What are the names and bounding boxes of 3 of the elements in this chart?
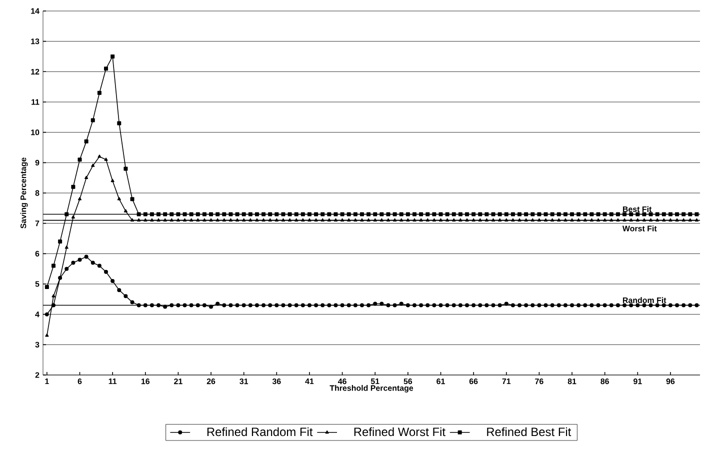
- legend-label: Refined Random Fit: [207, 427, 313, 436]
- legend-label: Refined Best Fit: [487, 427, 572, 436]
- legend-label: Refined Worst Fit: [354, 427, 446, 436]
